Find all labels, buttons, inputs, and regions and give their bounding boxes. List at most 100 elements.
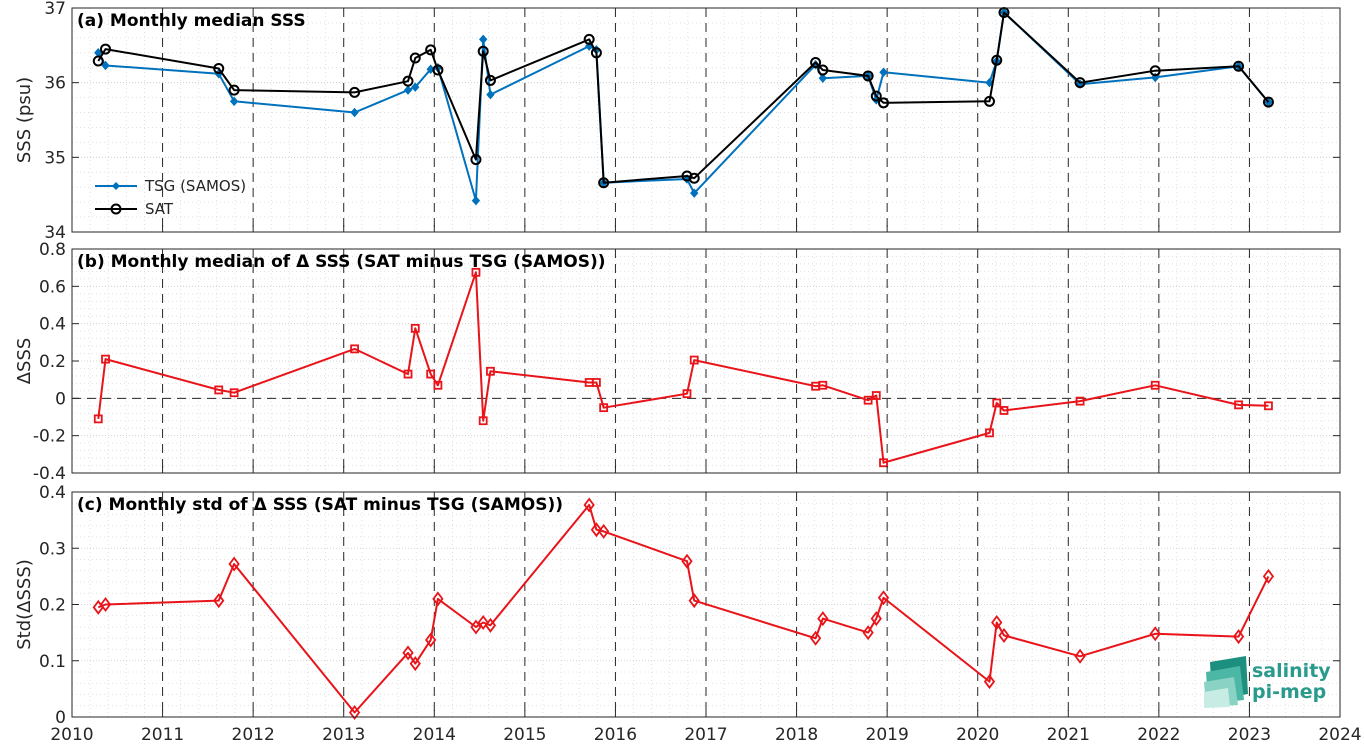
panel-b-series-0-point	[433, 380, 443, 390]
panel-b-y-axis-label: ΔSSS	[14, 338, 35, 385]
panel-b-y-tick-label: -0.2	[33, 427, 66, 447]
panel-c-series-0-point	[598, 523, 610, 539]
panel-a-series-1-point	[477, 45, 489, 57]
panel-b-delta-sss: -0.4 -0.2 0 0.2 0.4 0.6 0.8 ΔSSS (b) Monthly m…	[14, 240, 1341, 484]
salinity-pi-mep-logo: salinity pi-mep	[1204, 656, 1331, 708]
panel-c-grid	[71, 491, 1341, 718]
panel-c-title: (c) Monthly std of Δ SSS (SAT minus TSG …	[77, 495, 563, 515]
panel-a-series-1-point	[991, 54, 1003, 66]
panel-a-y-tick-label: 37	[44, 0, 66, 19]
panel-a-series-1-point	[583, 33, 595, 45]
panel-a-series-0-point	[101, 60, 110, 71]
panel-a-series-1-point	[1233, 60, 1245, 72]
x-tick-label: 2016	[594, 725, 637, 745]
panel-c-series-0-point	[583, 497, 595, 513]
panel-c-series-0-point	[402, 645, 414, 661]
panel-b-y-tick-label: 0.6	[39, 277, 66, 297]
panel-c-series-0-point	[213, 593, 225, 609]
panel-a-series-1-point	[92, 55, 104, 67]
panel-a-series-1-point	[1262, 96, 1274, 108]
panel-b-series-0-point	[682, 389, 692, 399]
panel-a-series-0-point	[471, 195, 481, 206]
panel-c-series-0-point	[877, 590, 890, 606]
panel-c-y-tick-label: 0.2	[39, 596, 66, 616]
panel-c-y-tick-label: 0.3	[39, 539, 66, 559]
panel-a-series-1-point	[1074, 77, 1086, 89]
panel-a-series-1-point	[983, 95, 995, 107]
panel-b-series-0-point	[985, 428, 994, 438]
panel-a-series-1-point	[862, 70, 874, 82]
panel-c-y-tick-label: 0.4	[39, 483, 66, 503]
panel-a-y-tick-label: 36	[44, 74, 66, 94]
panel-b-series-0-point	[1234, 400, 1243, 410]
panel-c-series-0-point	[688, 593, 700, 609]
panel-a-series-1-point	[100, 43, 112, 55]
panel-a-series-1-point	[688, 172, 700, 184]
panel-c-series-0-point	[470, 619, 482, 635]
panel-a-series-1-point	[228, 84, 240, 96]
panel-a-series-0-point	[690, 188, 699, 198]
panel-a-series-1-point	[484, 74, 496, 86]
panel-a-series-1-line	[97, 11, 1270, 184]
panel-c-series-0-point	[817, 611, 829, 627]
legend-tsg-label: TSG (SAMOS)	[144, 177, 246, 195]
panel-b-series-0-point	[1075, 396, 1085, 406]
panel-c-series-0-point	[1262, 568, 1275, 584]
panel-c-series-0-point	[1074, 648, 1086, 664]
panel-a-series-1-point	[870, 90, 882, 102]
panel-b-series-0-point	[992, 398, 1002, 408]
panel-b-series-0-point	[410, 323, 420, 333]
panel-a-series-1-point	[425, 44, 437, 56]
panel-a-series-0-point	[229, 96, 239, 107]
panel-b-series-0-point	[999, 406, 1009, 415]
panel-b-series-0-point	[403, 369, 413, 379]
panel-c-series-0-point	[99, 597, 112, 612]
panel-b-y-tick-label: 0	[55, 389, 66, 409]
panel-c-series-0-point	[991, 615, 1003, 630]
panel-b-series-0-point	[101, 354, 110, 364]
panel-c-series-0-point	[590, 522, 603, 538]
x-tick-label: 2019	[866, 725, 909, 745]
panel-c-series-0-point	[425, 632, 437, 648]
panel-c-series-0-point	[1149, 626, 1161, 642]
panel-b-series-0-point	[871, 391, 881, 400]
panel-c-series-0-point	[998, 627, 1010, 643]
panel-a-series-0-point	[479, 34, 488, 45]
panel-b-series-0-point	[229, 388, 239, 398]
panel-a-series-1-point	[213, 62, 225, 74]
panel-a-sss: 34 35 36 37 SSS (psu) (a) Monthly median SS…	[14, 0, 1341, 243]
panel-a-series-1-point	[681, 170, 693, 182]
panel-c-series	[92, 497, 1275, 720]
panel-a-series-0-point	[879, 67, 888, 77]
panel-a-series-1-point	[349, 86, 361, 98]
x-tick-label: 2012	[232, 725, 275, 745]
x-tick-label: 2014	[413, 725, 456, 745]
panel-c-series-0-point	[484, 617, 497, 633]
panel-b-series	[93, 267, 1273, 468]
panel-a-series-0-point	[403, 85, 413, 95]
x-tick-label: 2018	[775, 725, 818, 745]
x-tick-label: 2021	[1047, 725, 1090, 745]
panel-c-series-0-point	[477, 615, 489, 630]
panel-b-y-tick-label: 0.2	[39, 352, 66, 372]
panel-a-series-1-point	[810, 57, 822, 69]
x-tick-label: 2011	[141, 725, 184, 745]
panel-b-series-0-point	[1264, 401, 1273, 411]
panel-b-series-0-point	[214, 385, 224, 395]
x-tick-label: 2010	[50, 725, 93, 745]
x-tick-label: 2023	[1228, 725, 1271, 745]
panel-c-series-0-point	[228, 556, 240, 572]
panel-b-series-0-point	[689, 355, 699, 365]
x-tick-label: 2020	[956, 725, 999, 745]
panel-b-series-0-point	[863, 395, 873, 405]
legend: TSG (SAMOS) SAT	[95, 177, 246, 218]
legend-sat-marker	[110, 203, 122, 215]
panel-b-y-tick-label: 0.4	[39, 315, 66, 335]
panel-c-series-0-point	[870, 611, 882, 627]
panel-a-series-0-point	[350, 107, 359, 118]
panel-c-series-0-point	[348, 705, 361, 720]
panel-b-title: (b) Monthly median of Δ SSS (SAT minus T…	[77, 252, 606, 272]
legend-tsg-marker	[112, 182, 120, 190]
panel-c-y-tick-label: 0	[55, 708, 66, 728]
